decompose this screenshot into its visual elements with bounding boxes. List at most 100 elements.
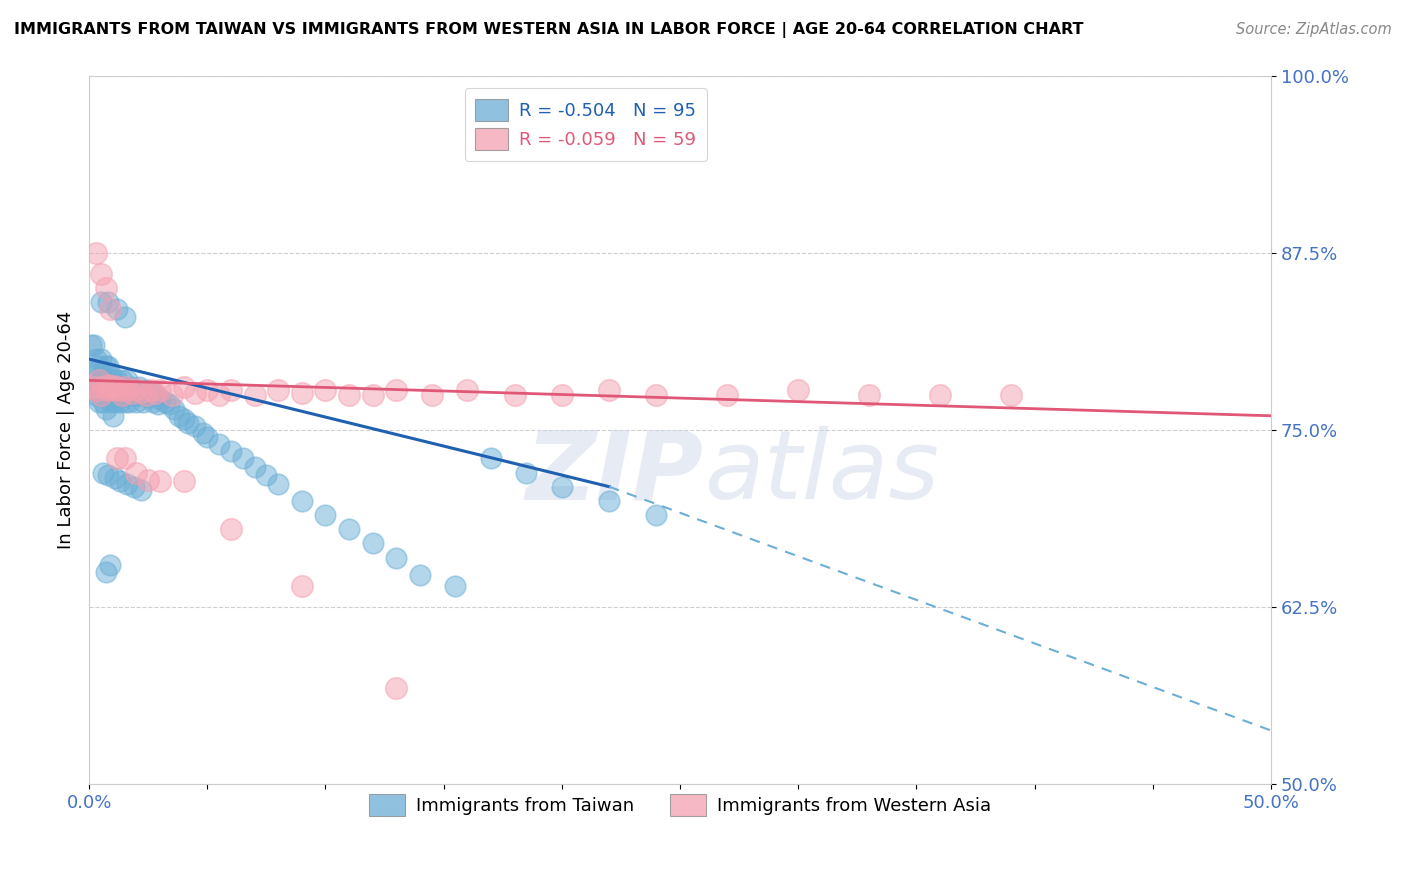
Point [114,380,136,394]
Point [84,352,107,367]
Point [129,387,152,401]
Point [94,401,117,416]
Point [104,380,127,394]
Point [98,394,121,409]
Point [97,468,120,483]
Point [479,451,502,466]
Point [111,387,134,401]
Point [90,373,112,387]
Point [153,394,176,409]
Point [314,508,336,522]
Point [173,380,195,394]
Point [128,380,150,394]
Point [98,302,121,317]
Point [107,302,129,317]
Point [645,508,668,522]
Point [184,386,207,401]
Point [98,558,121,572]
Point [503,387,526,401]
Point [184,418,207,433]
Point [94,565,117,579]
Point [149,474,172,488]
Point [125,382,148,396]
Point [84,384,107,398]
Point [173,474,195,488]
Point [101,387,124,401]
Text: atlas: atlas [704,426,939,519]
Point [146,397,169,411]
Point [409,567,432,582]
Point [125,466,148,480]
Point [83,338,105,352]
Point [91,380,114,394]
Point [149,384,172,398]
Point [98,366,121,380]
Point [107,380,129,394]
Point [114,394,136,409]
Legend: Immigrants from Taiwan, Immigrants from Western Asia: Immigrants from Taiwan, Immigrants from … [360,785,1000,825]
Y-axis label: In Labor Force | Age 20-64: In Labor Force | Age 20-64 [58,310,75,549]
Point [243,387,266,401]
Point [91,366,114,380]
Point [129,483,152,497]
Point [551,387,574,401]
Point [98,380,121,394]
Point [94,359,117,374]
Point [929,387,952,401]
Point [107,451,129,466]
Point [122,387,145,401]
Point [84,245,107,260]
Point [163,401,186,416]
Point [135,384,157,398]
Point [598,494,620,508]
Point [291,494,314,508]
Point [291,386,314,401]
Point [118,394,141,409]
Point [787,384,810,398]
Point [129,384,152,399]
Point [83,380,105,394]
Point [142,394,165,409]
Point [232,451,254,466]
Point [101,409,124,423]
Point [160,387,183,401]
Point [208,437,231,451]
Point [114,310,136,324]
Point [219,522,242,536]
Point [87,380,110,394]
Point [135,387,157,401]
Point [108,380,131,394]
Point [385,681,408,695]
Text: Source: ZipAtlas.com: Source: ZipAtlas.com [1236,22,1392,37]
Point [385,550,408,565]
Point [195,430,218,444]
Point [385,384,408,398]
Point [444,579,467,593]
Point [87,394,110,409]
Point [132,394,155,409]
Point [149,392,172,406]
Point [121,380,143,394]
Point [90,267,112,281]
Text: IMMIGRANTS FROM TAIWAN VS IMMIGRANTS FROM WESTERN ASIA IN LABOR FORCE | AGE 20-6: IMMIGRANTS FROM TAIWAN VS IMMIGRANTS FRO… [14,22,1084,38]
Point [83,366,105,380]
Point [90,387,112,401]
Point [97,373,120,387]
Point [94,384,117,398]
Point [267,384,290,398]
Point [104,394,127,409]
Point [97,359,120,374]
Point [598,384,620,398]
Point [125,394,148,409]
Point [91,466,114,480]
Point [108,394,131,409]
Point [177,416,200,430]
Point [136,390,159,404]
Point [143,386,166,401]
Point [1000,387,1022,401]
Point [104,384,127,398]
Point [191,425,214,440]
Point [122,480,145,494]
Point [243,459,266,474]
Point [107,373,129,387]
